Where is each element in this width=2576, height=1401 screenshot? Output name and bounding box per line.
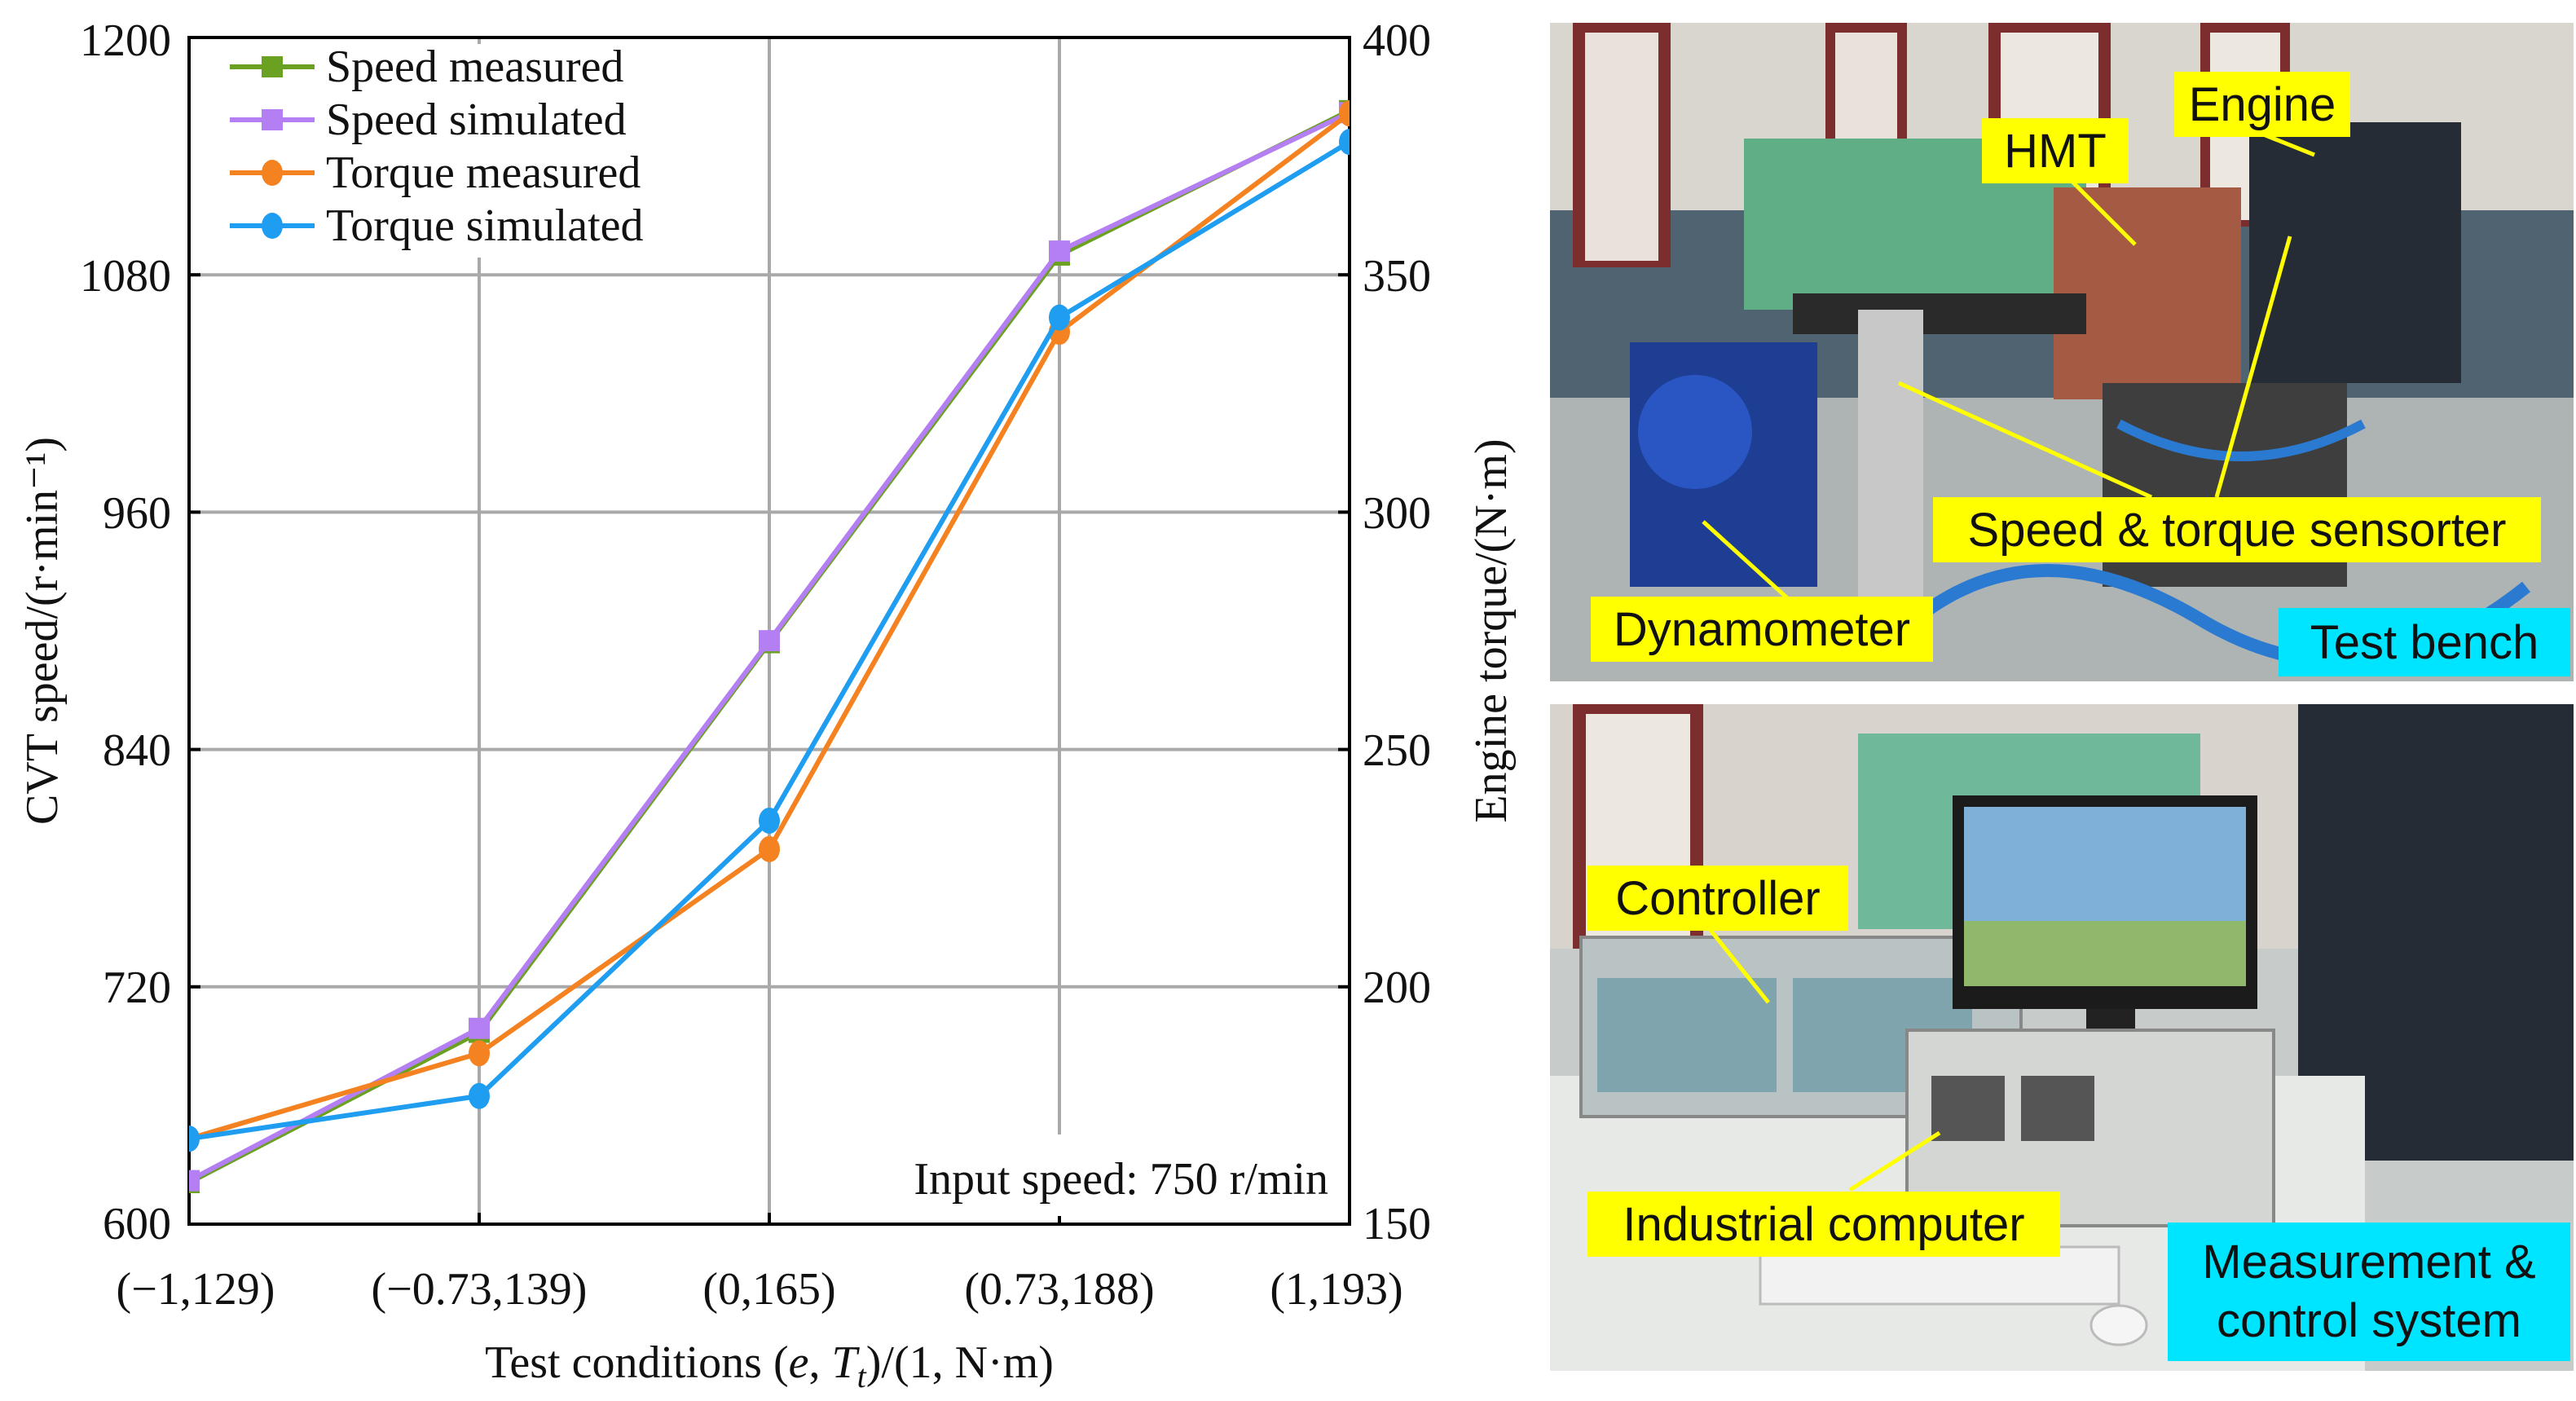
legend-label: Torque simulated: [326, 200, 644, 251]
label-engine: Engine: [2189, 78, 2336, 131]
y2-tick-label: 250: [1363, 725, 1431, 776]
data-point: [469, 1040, 490, 1067]
legend-marker: [262, 160, 283, 186]
x-tick-label: (−1,129): [117, 1264, 275, 1315]
engine-block: [2249, 122, 2461, 383]
dynamometer-flywheel: [1638, 375, 1752, 489]
y-axis-right: 150 200 250 300 350 400: [1363, 15, 1431, 1249]
label-speed-torque-sensor: Speed & torque sensorter: [1968, 504, 2507, 557]
legend-label: Torque measured: [326, 148, 641, 198]
legend-label: Speed measured: [326, 42, 623, 92]
window-pane: [1585, 33, 1658, 261]
y-axis-title: CVT speed/(r·min⁻¹): [17, 437, 68, 825]
legend: Speed measured Speed simulated Torque me…: [220, 42, 742, 258]
caption-measurement-line1: Measurement &: [2202, 1236, 2535, 1289]
label-bg: [1591, 597, 1933, 662]
data-point: [1339, 100, 1350, 127]
caption-bg: [2168, 1223, 2570, 1361]
pointer-line: [1897, 381, 2153, 500]
y2-tick-label: 150: [1363, 1199, 1431, 1249]
y2-tick-label: 300: [1363, 488, 1431, 539]
y-tick-label: 1080: [80, 251, 171, 302]
pointer-line: [1702, 919, 1770, 1004]
x-tick-label: (−0.73,139): [372, 1264, 588, 1315]
data-point: [189, 1170, 200, 1192]
legend-marker: [262, 56, 283, 77]
data-point: [1049, 304, 1070, 331]
y-tick-label: 840: [103, 725, 171, 776]
x-tick-label: (0,165): [702, 1264, 835, 1315]
axis-ticks: [187, 36, 1351, 1226]
label-bg: [1587, 866, 1848, 931]
data-point: [1339, 129, 1350, 156]
y2-tick-label: 200: [1363, 963, 1431, 1013]
cables: [2116, 419, 2366, 461]
legend-label: Speed simulated: [326, 95, 627, 145]
y2-axis-title: Engine torque/(N·m): [1466, 438, 1517, 822]
computer-vent: [1931, 1076, 2005, 1141]
y-tick-label: 600: [103, 1199, 171, 1249]
y2-tick-label: 400: [1363, 15, 1431, 66]
caption-bg: [2279, 608, 2570, 676]
data-point: [759, 807, 780, 834]
controller-panel: [1597, 978, 1777, 1092]
legend-box: [220, 44, 742, 258]
series-area: [189, 99, 1350, 1194]
label-hmt: HMT: [2004, 125, 2107, 178]
mouse: [2089, 1304, 2148, 1346]
caption-measurement-line2: control system: [2217, 1294, 2521, 1347]
y2-tick-label: 350: [1363, 251, 1431, 302]
x-tick-label: (0.73,188): [964, 1264, 1154, 1315]
input-speed-note: Input speed: 750 r/min: [914, 1154, 1328, 1205]
pointer-line: [1848, 1130, 1941, 1192]
pointer-line: [1702, 520, 1794, 605]
y-tick-label: 1200: [80, 15, 171, 66]
label-dynamometer: Dynamometer: [1614, 603, 1910, 656]
legend-marker: [262, 213, 283, 239]
caption-test-bench: Test bench: [2310, 616, 2539, 669]
pointer-line: [2214, 236, 2292, 498]
legend-marker: [262, 109, 283, 130]
label-controller: Controller: [1615, 872, 1820, 925]
x-axis-title: Test conditions (e, Tt)/(1, N·m): [485, 1337, 1054, 1394]
label-bg: [2174, 72, 2350, 137]
data-point: [759, 630, 780, 652]
annotation-box: [782, 1134, 1343, 1216]
test-bench-photo: HMT Engine Speed & torque sensorter Dyna…: [1550, 23, 2574, 681]
data-point: [469, 1017, 490, 1039]
x-tick-label: (1,193): [1270, 1264, 1402, 1315]
label-bg: [1587, 1192, 2060, 1257]
monitor-screen-grass: [1964, 921, 2246, 986]
data-point: [189, 1126, 200, 1152]
data-point: [469, 1082, 490, 1109]
drive-shaft: [1793, 293, 2086, 334]
computer-vent: [2021, 1076, 2094, 1141]
x-axis: (−1,129) (−0.73,139) (0,165) (0.73,188) …: [117, 1264, 1403, 1315]
data-point: [759, 835, 780, 862]
label-bg: [1933, 497, 2541, 562]
legend-items: [230, 56, 315, 239]
sensor-stand: [1858, 310, 1923, 652]
control-system-photo: Controller Industrial computer Measureme…: [1550, 704, 2574, 1371]
grid: [189, 37, 1350, 1224]
y-tick-label: 720: [103, 963, 171, 1013]
data-point: [1049, 240, 1070, 262]
y-tick-label: 960: [103, 488, 171, 539]
label-industrial-computer: Industrial computer: [1623, 1198, 2024, 1251]
y-axis-left: 600 720 840 960 1080 1200: [80, 15, 171, 1249]
label-bg: [1982, 118, 2129, 183]
